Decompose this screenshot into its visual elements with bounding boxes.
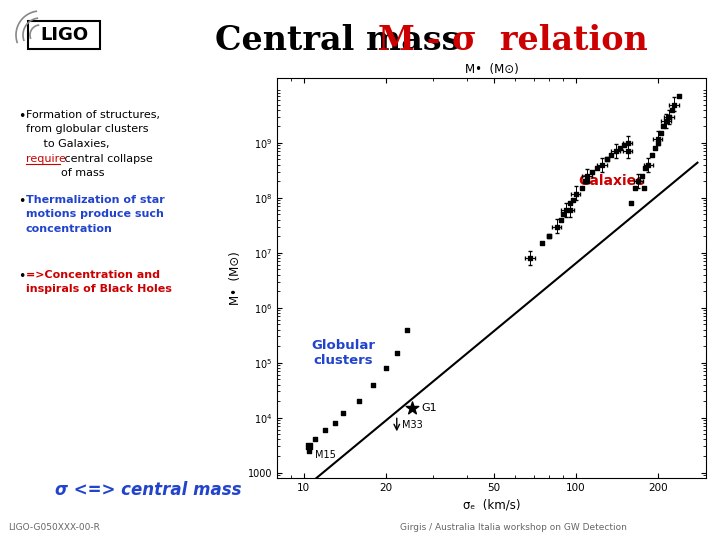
- Text: LIGO-G050XXX-00-R: LIGO-G050XXX-00-R: [8, 523, 100, 532]
- Text: •: •: [18, 195, 25, 208]
- Text: Galaxies: Galaxies: [578, 174, 644, 188]
- Point: [304, 442, 315, 451]
- Point: [652, 139, 663, 147]
- Point: [354, 397, 365, 406]
- Text: LIGO: LIGO: [40, 26, 88, 44]
- Point: [601, 155, 613, 164]
- Point: [560, 206, 572, 214]
- Point: [401, 325, 413, 334]
- Point: [654, 129, 666, 138]
- Point: [367, 380, 379, 389]
- Point: [320, 426, 331, 434]
- Point: [567, 196, 579, 205]
- Point: [622, 139, 634, 147]
- Text: Central mass: Central mass: [215, 24, 484, 57]
- Point: [610, 147, 621, 156]
- Text: central collapse
of mass: central collapse of mass: [61, 154, 153, 178]
- Point: [626, 199, 637, 207]
- Point: [587, 167, 598, 176]
- Point: [406, 403, 418, 412]
- Point: [606, 151, 617, 159]
- Point: [646, 151, 657, 159]
- Point: [309, 435, 320, 444]
- Point: [581, 172, 593, 180]
- Point: [557, 210, 569, 219]
- Point: [544, 232, 555, 241]
- Point: [304, 447, 315, 455]
- X-axis label: σₑ  (km/s): σₑ (km/s): [463, 498, 520, 511]
- Text: Formation of structures,
from globular clusters
     to Galaxies,: Formation of structures, from globular c…: [26, 110, 160, 149]
- Text: Thermalization of star
motions produce such
concentration: Thermalization of star motions produce s…: [26, 195, 165, 234]
- Point: [596, 160, 608, 169]
- Point: [544, 232, 555, 241]
- Point: [636, 172, 648, 180]
- Point: [652, 134, 663, 143]
- Point: [618, 141, 629, 150]
- Point: [614, 144, 626, 153]
- Point: [551, 222, 562, 231]
- Text: G1: G1: [421, 403, 436, 413]
- Text: •: •: [18, 270, 25, 283]
- Point: [668, 100, 680, 109]
- Text: M33: M33: [402, 420, 423, 430]
- Point: [660, 117, 672, 125]
- Title: M•  (M⊙): M• (M⊙): [464, 63, 518, 76]
- Point: [592, 164, 603, 172]
- Point: [649, 144, 660, 153]
- Point: [576, 184, 588, 192]
- Point: [673, 92, 685, 101]
- Point: [555, 215, 567, 224]
- Point: [338, 409, 349, 417]
- Point: [601, 155, 613, 164]
- Y-axis label: M•  (M⊙): M• (M⊙): [229, 251, 243, 305]
- Point: [663, 112, 675, 121]
- Point: [579, 177, 590, 186]
- Point: [391, 349, 402, 357]
- Point: [524, 254, 536, 262]
- Point: [329, 418, 341, 427]
- Point: [564, 206, 575, 214]
- Text: =>Concentration and
inspirals of Black Holes: =>Concentration and inspirals of Black H…: [26, 270, 172, 294]
- Point: [639, 164, 651, 172]
- Point: [663, 112, 675, 121]
- Text: require: require: [26, 154, 66, 164]
- Point: [564, 199, 575, 207]
- Point: [633, 177, 644, 186]
- Text: M - σ  relation: M - σ relation: [378, 24, 648, 57]
- Text: σ <=> central mass: σ <=> central mass: [55, 481, 241, 499]
- Point: [379, 364, 391, 373]
- Point: [666, 105, 678, 114]
- Point: [629, 184, 641, 192]
- Point: [570, 189, 582, 198]
- Point: [638, 184, 649, 192]
- Point: [622, 147, 634, 156]
- Text: Globular
clusters: Globular clusters: [311, 339, 375, 367]
- Point: [643, 160, 654, 169]
- Point: [536, 239, 547, 247]
- Point: [657, 122, 669, 131]
- Text: Girgis / Australia Italia workshop on GW Detection: Girgis / Australia Italia workshop on GW…: [400, 523, 627, 532]
- Text: •: •: [18, 110, 25, 123]
- Text: M15: M15: [315, 450, 336, 460]
- Point: [581, 177, 593, 186]
